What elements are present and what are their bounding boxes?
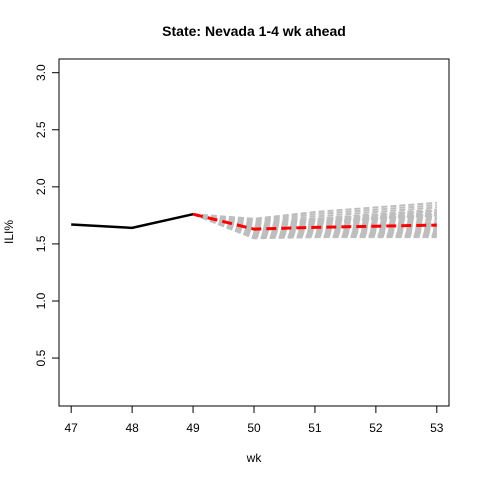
ensemble-lines: [192, 201, 437, 240]
chart-title: State: Nevada 1-4 wk ahead: [162, 23, 346, 39]
y-tick-label: 2.0: [34, 178, 48, 195]
x-tick-label: 47: [65, 421, 79, 435]
x-tick-label: 53: [430, 421, 444, 435]
observed-line: [71, 212, 194, 230]
x-tick-label: 50: [247, 421, 261, 435]
x-tick-label: 51: [308, 421, 322, 435]
x-tick-label: 49: [186, 421, 200, 435]
x-tick-label: 48: [125, 421, 139, 435]
ensemble-line-23: [192, 213, 437, 239]
y-tick-label: 1.0: [34, 292, 48, 309]
y-axis: 0.5 1.0 1.5 2.0 2.5 3.0: [34, 64, 60, 366]
y-tick-label: 1.5: [34, 235, 48, 252]
ensemble-line-26: [192, 213, 437, 240]
ensemble-line-30: [192, 211, 437, 228]
forecast-line: [192, 212, 437, 231]
y-tick-label: 2.5: [34, 121, 48, 138]
x-axis-label: wk: [246, 451, 263, 465]
y-tick-label: 0.5: [34, 349, 48, 366]
observed-series: [71, 212, 194, 230]
y-tick-label: 3.0: [34, 64, 48, 81]
x-axis: 47 48 49 50 51 52 53: [65, 405, 444, 435]
ensemble-line-29: [192, 213, 437, 231]
x-tick-label: 52: [369, 421, 383, 435]
forecast-series: [192, 212, 437, 231]
y-axis-label: ILI%: [2, 220, 16, 244]
